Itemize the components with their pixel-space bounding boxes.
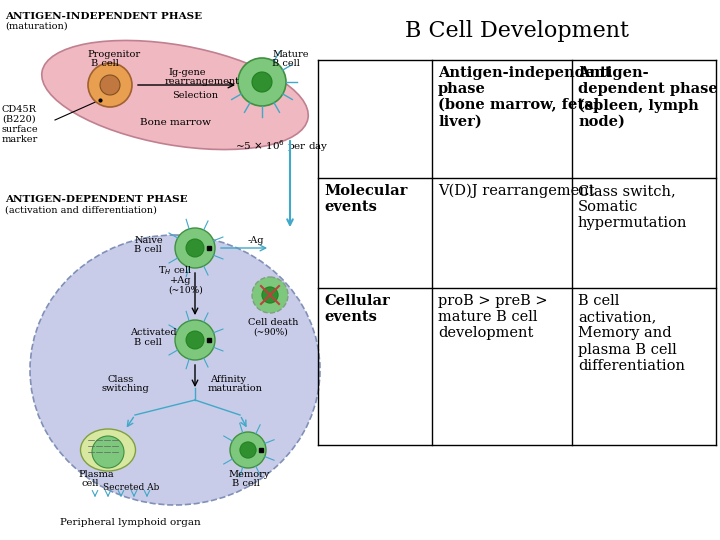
- Text: Naive: Naive: [135, 236, 163, 245]
- Circle shape: [240, 442, 256, 458]
- Text: CD45R: CD45R: [2, 105, 37, 114]
- Text: surface: surface: [2, 125, 39, 134]
- Text: B cell: B cell: [134, 338, 162, 347]
- Text: proB > preB >
mature B cell
development: proB > preB > mature B cell development: [438, 294, 548, 340]
- Text: (~10%): (~10%): [168, 286, 203, 295]
- Text: Peripheral lymphoid organ: Peripheral lymphoid organ: [60, 518, 201, 527]
- Circle shape: [186, 331, 204, 349]
- Text: cell: cell: [82, 479, 99, 488]
- Text: (~90%): (~90%): [253, 328, 288, 337]
- Text: Secreted Ab: Secreted Ab: [103, 483, 159, 492]
- Text: (maturation): (maturation): [5, 22, 68, 31]
- Text: Affinity: Affinity: [210, 375, 246, 384]
- Text: B cell: B cell: [91, 59, 119, 68]
- Text: Class: Class: [108, 375, 134, 384]
- Circle shape: [88, 63, 132, 107]
- Ellipse shape: [42, 40, 308, 150]
- Text: Mature: Mature: [272, 50, 308, 59]
- Text: rearrangement: rearrangement: [165, 77, 240, 86]
- Circle shape: [230, 432, 266, 468]
- Text: ~5 $\times$ 10$^6$ per day: ~5 $\times$ 10$^6$ per day: [235, 138, 329, 154]
- Text: B cell: B cell: [134, 245, 162, 254]
- Text: T$_H$ cell: T$_H$ cell: [158, 264, 192, 277]
- Text: Cellular
events: Cellular events: [324, 294, 390, 324]
- Text: Cell death: Cell death: [248, 318, 298, 327]
- Circle shape: [238, 58, 286, 106]
- Text: Plasma: Plasma: [78, 470, 114, 479]
- Circle shape: [262, 287, 278, 303]
- Circle shape: [252, 72, 272, 92]
- Text: -Ag: -Ag: [248, 236, 264, 245]
- Text: Bone marrow: Bone marrow: [140, 118, 211, 127]
- Text: B cell: B cell: [272, 59, 300, 68]
- Circle shape: [175, 320, 215, 360]
- Circle shape: [252, 277, 288, 313]
- Text: B Cell Development: B Cell Development: [405, 20, 629, 42]
- Text: Class switch,
Somatic
hypermutation: Class switch, Somatic hypermutation: [578, 184, 688, 231]
- Text: Memory: Memory: [228, 470, 269, 479]
- Text: marker: marker: [2, 135, 38, 144]
- Text: maturation: maturation: [208, 384, 263, 393]
- Text: (B220): (B220): [2, 115, 35, 124]
- Text: ANTIGEN-INDEPENDENT PHASE: ANTIGEN-INDEPENDENT PHASE: [5, 12, 202, 21]
- Ellipse shape: [30, 235, 320, 505]
- Circle shape: [186, 239, 204, 257]
- Text: Selection: Selection: [172, 91, 218, 100]
- Ellipse shape: [81, 429, 135, 471]
- Circle shape: [100, 75, 120, 95]
- Text: +Ag: +Ag: [170, 276, 192, 285]
- Text: ANTIGEN-DEPENDENT PHASE: ANTIGEN-DEPENDENT PHASE: [5, 195, 188, 204]
- Circle shape: [175, 228, 215, 268]
- Text: V(D)J rearrangement: V(D)J rearrangement: [438, 184, 595, 198]
- Text: B cell
activation,
Memory and
plasma B cell
differentiation: B cell activation, Memory and plasma B c…: [578, 294, 685, 373]
- Text: switching: switching: [102, 384, 150, 393]
- Text: Molecular
events: Molecular events: [324, 184, 408, 214]
- Circle shape: [92, 436, 124, 468]
- Text: B cell: B cell: [232, 479, 260, 488]
- Text: Progenitor: Progenitor: [87, 50, 140, 59]
- Text: Antigen-
dependent phase
(spleen, lymph
node): Antigen- dependent phase (spleen, lymph …: [578, 66, 718, 129]
- Text: (activation and differentiation): (activation and differentiation): [5, 206, 157, 215]
- Text: Antigen-independent
phase
(bone marrow, fetal
liver): Antigen-independent phase (bone marrow, …: [438, 66, 611, 129]
- Text: Ig-gene: Ig-gene: [168, 68, 205, 77]
- Text: Activated: Activated: [130, 328, 176, 337]
